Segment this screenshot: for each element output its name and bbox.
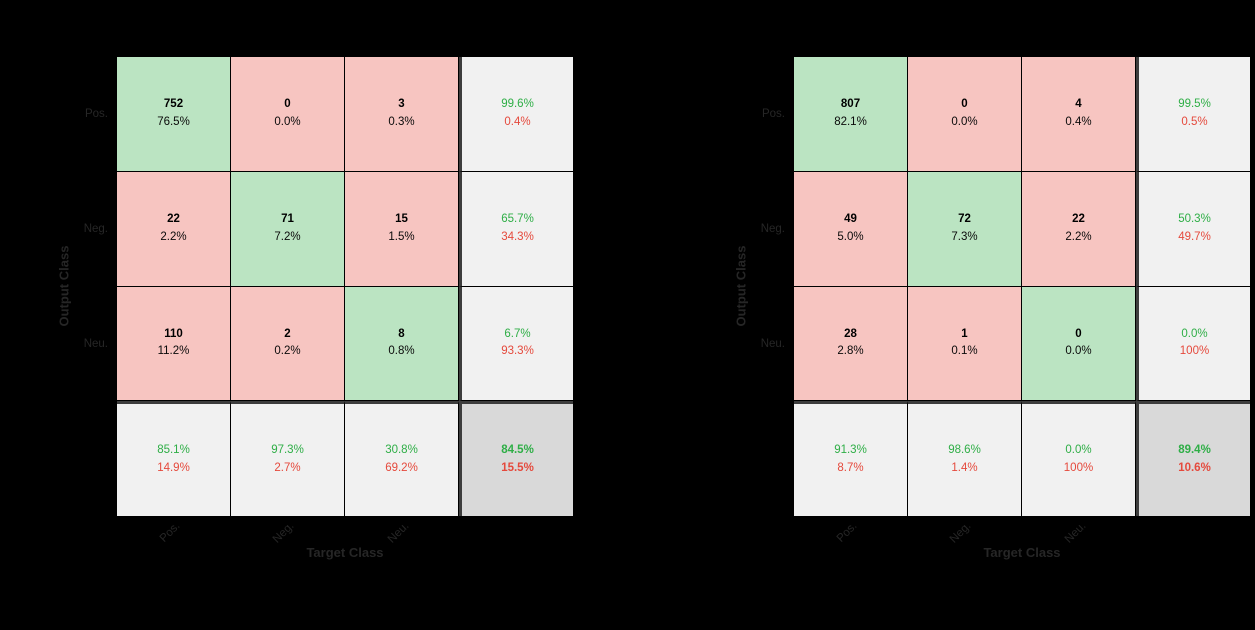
y-tick-neu: Neu.: [760, 338, 785, 350]
x-axis-label: Target Class: [983, 545, 1061, 560]
matrix-cell: 4 0.4%: [1022, 57, 1136, 172]
matrix-cell: 110 11.2%: [117, 286, 231, 402]
row-summary-cell: 50.3% 49.7%: [1136, 171, 1250, 287]
confusion-matrix-right: Output Class Pos. Neg. Neu. 807 82.1% 0 …: [628, 0, 1255, 630]
matrix-cell: 752 76.5%: [117, 57, 231, 172]
y-axis-label: Output Class: [733, 245, 749, 327]
x-tick-neu: Neu.: [385, 520, 412, 546]
matrix-cell: 0 0.0%: [231, 57, 345, 172]
overall-accuracy-cell: 89.4% 10.6%: [1136, 401, 1250, 516]
y-tick-pos: Pos.: [84, 108, 108, 120]
y-axis-label: Output Class: [56, 245, 72, 327]
x-tick-neg: Neg.: [947, 520, 974, 546]
x-tick-pos: Pos.: [157, 520, 183, 545]
row-summary-cell: 0.0% 100%: [1136, 286, 1250, 402]
row-summary-cell: 99.5% 0.5%: [1136, 57, 1250, 172]
x-tick-neu: Neu.: [1062, 520, 1089, 546]
matrix-cell: 807 82.1%: [794, 57, 908, 172]
col-summary-cell: 30.8% 69.2%: [345, 401, 459, 516]
col-summary-cell: 98.6% 1.4%: [908, 401, 1022, 516]
x-tick-pos: Pos.: [834, 520, 860, 545]
matrix-cell: 1 0.1%: [908, 286, 1022, 402]
col-summary-cell: 85.1% 14.9%: [117, 401, 231, 516]
col-summary-cell: 97.3% 2.7%: [231, 401, 345, 516]
col-summary-cell: 91.3% 8.7%: [794, 401, 908, 516]
confusion-grid: 752 76.5% 0 0.0% 3 0.3% 99.6% 0.4% 22 2.…: [116, 56, 574, 517]
y-tick-neg: Neg.: [760, 223, 785, 235]
row-summary-cell: 6.7% 93.3%: [459, 286, 573, 402]
matrix-cell: 72 7.3%: [908, 171, 1022, 287]
matrix-cell: 49 5.0%: [794, 171, 908, 287]
row-summary-cell: 99.6% 0.4%: [459, 57, 573, 172]
row-summary-cell: 65.7% 34.3%: [459, 171, 573, 287]
matrix-cell: 0 0.0%: [908, 57, 1022, 172]
matrix-cell: 2 0.2%: [231, 286, 345, 402]
confusion-grid: 807 82.1% 0 0.0% 4 0.4% 99.5% 0.5% 49 5.…: [793, 56, 1251, 517]
y-tick-neg: Neg.: [83, 223, 108, 235]
matrix-cell: 0 0.0%: [1022, 286, 1136, 402]
matrix-cell: 15 1.5%: [345, 171, 459, 287]
confusion-matrix-left: Output Class Pos. Neg. Neu. 752 76.5% 0 …: [0, 0, 627, 630]
col-summary-cell: 0.0% 100%: [1022, 401, 1136, 516]
matrix-cell: 22 2.2%: [117, 171, 231, 287]
matrix-cell: 8 0.8%: [345, 286, 459, 402]
y-tick-pos: Pos.: [761, 108, 785, 120]
y-tick-neu: Neu.: [83, 338, 108, 350]
matrix-cell: 3 0.3%: [345, 57, 459, 172]
x-tick-neg: Neg.: [270, 520, 297, 546]
matrix-cell: 22 2.2%: [1022, 171, 1136, 287]
overall-accuracy-cell: 84.5% 15.5%: [459, 401, 573, 516]
matrix-cell: 28 2.8%: [794, 286, 908, 402]
matrix-cell: 71 7.2%: [231, 171, 345, 287]
x-axis-label: Target Class: [306, 545, 384, 560]
